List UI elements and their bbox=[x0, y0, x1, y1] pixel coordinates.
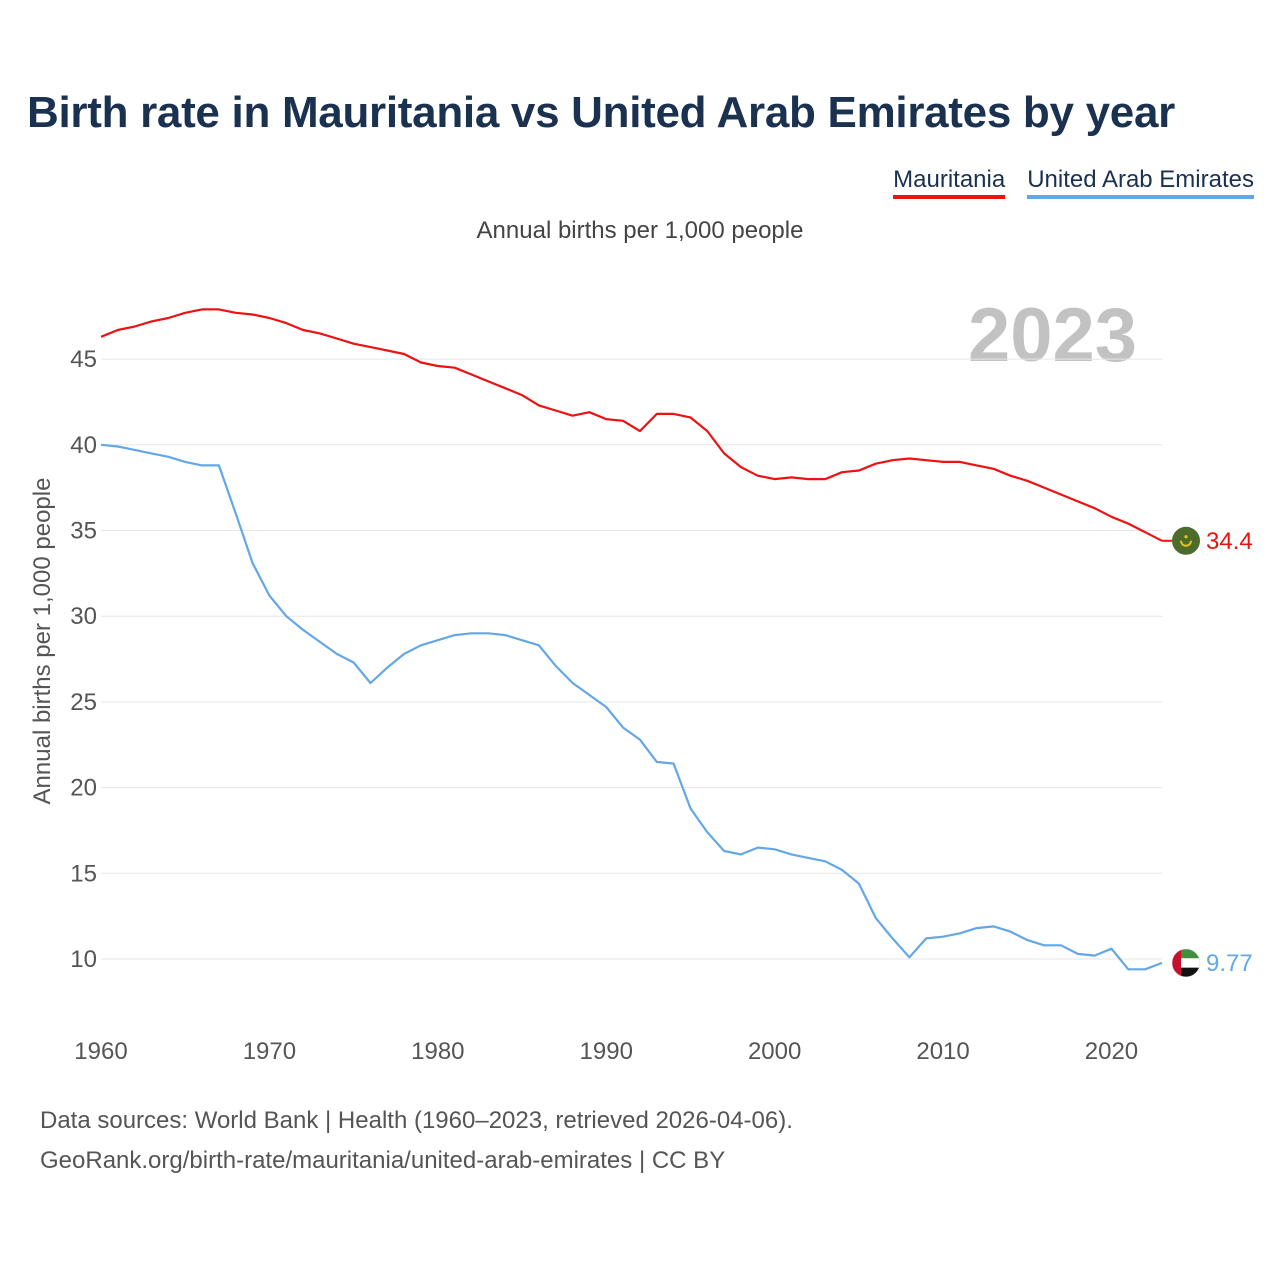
x-tick-label: 2000 bbox=[748, 1038, 801, 1065]
legend-item-united-arab-emirates[interactable]: United Arab Emirates bbox=[1027, 166, 1254, 199]
y-tick-label: 10 bbox=[70, 946, 97, 973]
x-tick-label: 1980 bbox=[411, 1038, 464, 1065]
y-axis-label: Annual births per 1,000 people bbox=[29, 478, 56, 805]
x-axis-ticks: 1960 1970 1980 1990 2000 2010 2020 bbox=[74, 1038, 1138, 1065]
y-tick-label: 30 bbox=[70, 603, 97, 630]
x-tick-label: 1960 bbox=[74, 1038, 127, 1065]
legend-item-mauritania[interactable]: Mauritania bbox=[893, 166, 1006, 199]
gridlines bbox=[101, 358, 1162, 960]
flag-stripes bbox=[1172, 948, 1200, 977]
uae-flag-icon bbox=[1171, 948, 1201, 978]
series-lines bbox=[100, 308, 1163, 971]
x-tick-label: 1970 bbox=[243, 1038, 296, 1065]
x-tick-label: 2020 bbox=[1085, 1038, 1138, 1065]
flag-outline bbox=[1171, 948, 1201, 978]
end-markers: 34.4 9.77 bbox=[1162, 526, 1253, 978]
y-axis-ticks: 10 15 20 25 30 35 40 45 bbox=[70, 346, 97, 973]
y-tick-label: 15 bbox=[70, 860, 97, 887]
chart-subtitle: Annual births per 1,000 people bbox=[476, 217, 804, 244]
y-tick-label: 35 bbox=[70, 518, 97, 545]
y-tick-label: 45 bbox=[70, 346, 97, 373]
mauritania-flag-icon bbox=[1172, 526, 1200, 555]
flag-red bbox=[1172, 948, 1181, 977]
flag-star bbox=[1184, 535, 1188, 539]
y-tick-label: 25 bbox=[70, 689, 97, 716]
x-tick-label: 1990 bbox=[580, 1038, 633, 1065]
year-watermark: 2023 bbox=[968, 293, 1138, 378]
series-line-united-arab-emirates bbox=[100, 443, 1163, 971]
x-tick-label: 2010 bbox=[916, 1038, 969, 1065]
end-label-uae: 9.77 bbox=[1206, 950, 1253, 977]
flag-black bbox=[1172, 967, 1200, 977]
legend: Mauritania United Arab Emirates bbox=[893, 166, 1254, 199]
page-title: Birth rate in Mauritania vs United Arab … bbox=[27, 88, 1175, 137]
footer-url: GeoRank.org/birth-rate/mauritania/united… bbox=[40, 1147, 726, 1174]
flag-disc bbox=[1172, 526, 1200, 555]
flag-white bbox=[1172, 958, 1200, 968]
y-tick-label: 20 bbox=[70, 775, 97, 802]
flag-green bbox=[1172, 948, 1200, 959]
flag-crescent bbox=[1180, 540, 1192, 547]
footer-sources: Data sources: World Bank | Health (1960–… bbox=[40, 1107, 793, 1134]
end-label-mauritania: 34.4 bbox=[1206, 528, 1253, 555]
y-tick-label: 40 bbox=[70, 432, 97, 459]
series-line-mauritania bbox=[100, 308, 1163, 542]
